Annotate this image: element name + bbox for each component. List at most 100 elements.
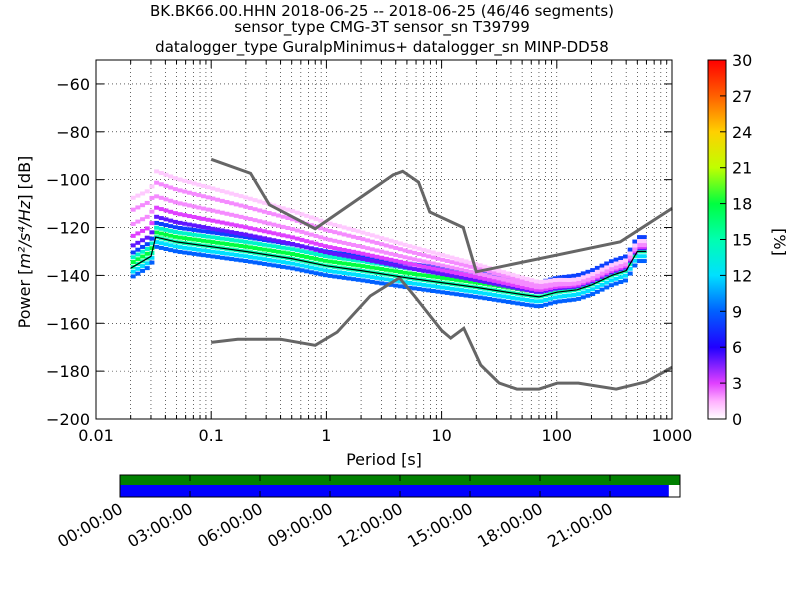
psd-density-cell — [463, 279, 469, 284]
psd-density-cell — [332, 260, 338, 265]
psd-density-cell — [482, 281, 488, 286]
psd-density-cell — [393, 252, 399, 257]
psd-density-cell — [618, 260, 624, 265]
psd-density-cell — [336, 275, 342, 280]
psd-density-cell — [374, 234, 380, 239]
psd-density-cell — [172, 249, 178, 254]
psd-density-cell — [562, 282, 568, 287]
psd-density-cell — [552, 284, 558, 289]
psd-density-cell — [510, 279, 516, 284]
psd-density-cell — [383, 256, 389, 261]
psd-density-cell — [313, 217, 319, 222]
psd-density-cell — [388, 262, 394, 267]
psd-density-cell — [144, 251, 150, 256]
psd-density-cell — [426, 249, 432, 254]
colorbar-tick-label: 0 — [732, 410, 742, 429]
timeline-data-bar — [120, 485, 669, 497]
psd-density-cell — [608, 278, 614, 283]
psd-density-cell — [416, 258, 422, 263]
psd-density-cell — [454, 261, 460, 266]
psd-density-cell — [505, 281, 511, 286]
psd-density-cell — [557, 275, 563, 280]
psd-density-cell — [238, 239, 244, 244]
psd-density-cell — [294, 252, 300, 257]
psd-density-cell — [543, 286, 549, 291]
psd-density-cell — [351, 227, 357, 232]
psd-density-cell — [562, 298, 568, 303]
psd-density-cell — [271, 231, 277, 236]
psd-density-cell — [172, 187, 178, 192]
psd-density-cell — [524, 276, 530, 281]
psd-density-cell — [191, 223, 197, 228]
psd-density-cell — [266, 243, 272, 248]
psd-density-cell — [613, 261, 619, 266]
psd-density-cell — [604, 261, 610, 266]
psd-density-cell — [304, 231, 310, 236]
psd-density-cell — [182, 236, 188, 241]
psd-density-cell — [393, 263, 399, 268]
psd-density-cell — [369, 279, 375, 284]
psd-density-cell — [491, 292, 497, 297]
psd-density-cell — [191, 251, 197, 256]
psd-density-cell — [280, 214, 286, 219]
title-line-3: datalogger_type GuralpMinimus+ datalogge… — [155, 38, 609, 57]
psd-density-cell — [585, 288, 591, 293]
psd-density-cell — [397, 264, 403, 269]
x-tick-label: 10 — [431, 426, 451, 445]
psd-density-cell — [276, 259, 282, 264]
median-line — [130, 236, 647, 298]
psd-density-cell — [322, 258, 328, 263]
psd-density-cell — [163, 217, 169, 222]
psd-density-cell — [416, 251, 422, 256]
psd-density-cell — [426, 269, 432, 274]
psd-density-cell — [580, 295, 586, 300]
psd-density-cell — [130, 233, 136, 238]
psd-density-cell — [186, 214, 192, 219]
psd-density-cell — [318, 235, 324, 240]
psd-density-cell — [229, 230, 235, 235]
noise-model-high — [210, 157, 673, 274]
psd-density-cell — [313, 233, 319, 238]
psd-density-cell — [412, 267, 417, 272]
psd-density-cell — [191, 237, 197, 242]
psd-density-cell — [562, 277, 568, 282]
psd-density-cell — [538, 303, 544, 308]
psd-density-cell — [383, 267, 389, 272]
psd-density-cell — [566, 293, 572, 298]
colorbar-label: [%] — [770, 228, 789, 256]
psd-density-cell — [576, 276, 582, 281]
psd-density-cell — [233, 192, 239, 197]
psd-density-cell — [191, 247, 197, 252]
psd-density-cell — [637, 254, 643, 259]
psd-density-cell — [365, 274, 371, 279]
psd-density-cell — [163, 172, 169, 177]
psd-density-cell — [163, 247, 169, 252]
timeline-tick-label: 06:00:00 — [194, 499, 266, 551]
psd-density-cell — [472, 280, 478, 285]
psd-density-cell — [519, 284, 525, 289]
psd-density-cell — [444, 272, 450, 277]
psd-density-cell — [135, 193, 141, 198]
psd-density-cell — [369, 247, 375, 252]
psd-density-cell — [397, 241, 403, 246]
psd-density-cell — [229, 252, 235, 257]
psd-density-cell — [496, 282, 502, 287]
psd-density-cell — [627, 251, 633, 256]
psd-density-cell — [365, 231, 371, 236]
psd-density-cell — [505, 284, 511, 289]
psd-density-cell — [576, 272, 582, 277]
psd-density-cell — [571, 292, 577, 297]
psd-density-cell — [566, 282, 572, 287]
psd-density-cell — [576, 296, 582, 301]
psd-density-cell — [299, 244, 305, 249]
psd-density-cell — [318, 248, 324, 253]
psd-density-cell — [449, 277, 455, 282]
psd-density-cell — [449, 273, 455, 278]
psd-density-cell — [201, 183, 206, 188]
psd-density-cell — [496, 298, 502, 303]
psd-density-cell — [346, 233, 352, 238]
psd-density-cell — [435, 289, 441, 294]
psd-density-cell — [458, 258, 464, 263]
psd-density-cell — [458, 267, 464, 272]
psd-density-cell — [163, 242, 169, 247]
